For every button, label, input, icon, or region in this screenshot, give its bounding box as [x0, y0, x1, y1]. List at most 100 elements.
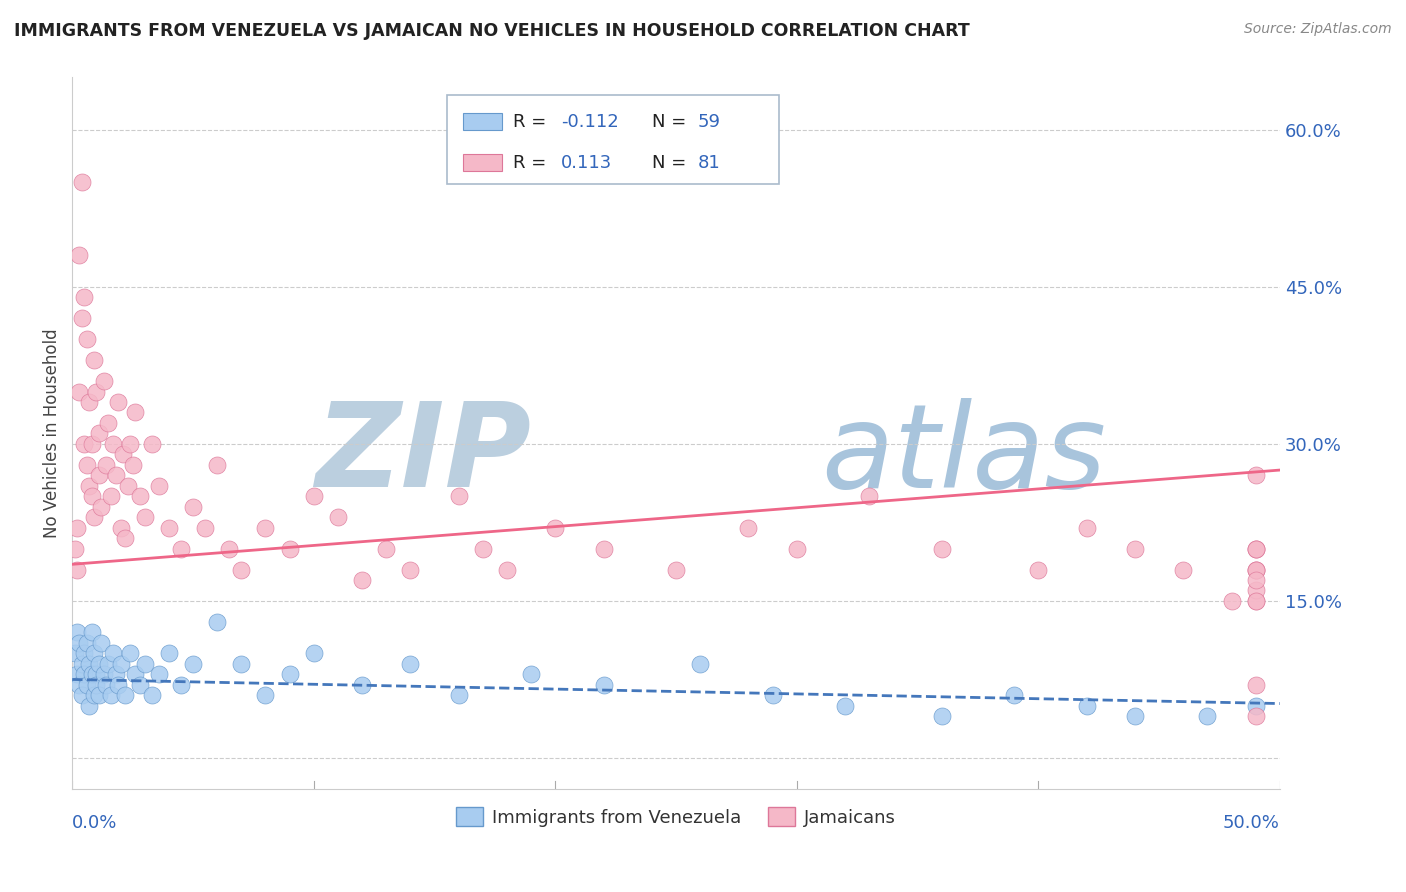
Point [1173, 562, 1195, 576]
Point [103, 437, 125, 451]
Text: Source: ZipAtlas.com: Source: ZipAtlas.com [1244, 22, 1392, 37]
Point [375, 541, 398, 556]
Point [66, 667, 89, 681]
FancyBboxPatch shape [464, 113, 502, 130]
Point [66, 521, 89, 535]
Point [1244, 541, 1267, 556]
Point [80, 625, 103, 640]
Text: N =: N = [652, 153, 692, 171]
Point [278, 541, 301, 556]
Point [90, 500, 112, 514]
Point [1244, 709, 1267, 723]
Text: 50.0%: 50.0% [1223, 814, 1279, 832]
Point [93, 667, 115, 681]
Point [77, 479, 100, 493]
Point [77, 657, 100, 671]
Point [73, 437, 96, 451]
FancyBboxPatch shape [464, 154, 502, 171]
Point [80, 437, 103, 451]
Point [254, 688, 277, 702]
Text: 0.113: 0.113 [561, 153, 613, 171]
Point [69, 384, 91, 399]
Text: -0.112: -0.112 [561, 112, 619, 131]
Point [117, 479, 139, 493]
Point [76, 636, 98, 650]
Point [94, 678, 117, 692]
Point [124, 405, 146, 419]
Point [69, 636, 91, 650]
Point [114, 531, 136, 545]
Point [110, 521, 132, 535]
Text: IMMIGRANTS FROM VENEZUELA VS JAMAICAN NO VEHICLES IN HOUSEHOLD CORRELATION CHART: IMMIGRANTS FROM VENEZUELA VS JAMAICAN NO… [14, 22, 970, 40]
Point [103, 646, 125, 660]
Point [76, 458, 98, 472]
Point [77, 698, 100, 713]
Point [592, 541, 614, 556]
Point [447, 489, 470, 503]
Point [278, 667, 301, 681]
Point [689, 657, 711, 671]
Point [786, 541, 808, 556]
Point [1123, 541, 1146, 556]
Point [931, 709, 953, 723]
Point [104, 667, 127, 681]
Point [128, 678, 150, 692]
Point [302, 489, 325, 503]
Point [1076, 698, 1098, 713]
Point [77, 395, 100, 409]
Point [326, 510, 349, 524]
Legend: Immigrants from Venezuela, Jamaicans: Immigrants from Venezuela, Jamaicans [449, 800, 904, 834]
Point [1244, 573, 1267, 587]
Point [1197, 709, 1219, 723]
Point [107, 395, 129, 409]
Point [73, 667, 96, 681]
Point [352, 678, 374, 692]
Point [1244, 468, 1267, 483]
Point [665, 562, 688, 576]
Point [181, 500, 204, 514]
Point [157, 646, 180, 660]
Point [70, 688, 93, 702]
Point [121, 458, 143, 472]
Point [63, 646, 86, 660]
Point [70, 311, 93, 326]
Point [170, 541, 193, 556]
Point [110, 657, 132, 671]
Y-axis label: No Vehicles in Household: No Vehicles in Household [44, 328, 60, 538]
Point [447, 688, 470, 702]
Point [86, 678, 108, 692]
Point [520, 667, 543, 681]
Point [302, 646, 325, 660]
Point [76, 332, 98, 346]
Point [1026, 562, 1049, 576]
Point [66, 562, 89, 576]
Text: R =: R = [513, 153, 558, 171]
Point [86, 667, 108, 681]
Point [170, 678, 193, 692]
Point [592, 678, 614, 692]
Point [181, 657, 204, 671]
Point [120, 646, 142, 660]
Point [1244, 541, 1267, 556]
Point [194, 521, 217, 535]
Point [254, 521, 277, 535]
Point [1244, 541, 1267, 556]
Point [63, 541, 86, 556]
Point [157, 521, 180, 535]
Point [1123, 709, 1146, 723]
Point [205, 458, 228, 472]
Text: 59: 59 [697, 112, 721, 131]
Point [70, 175, 93, 189]
Point [87, 426, 110, 441]
Point [124, 667, 146, 681]
Point [737, 521, 759, 535]
Point [104, 468, 127, 483]
Point [86, 384, 108, 399]
Point [399, 562, 422, 576]
Point [1244, 562, 1267, 576]
Text: 0.0%: 0.0% [72, 814, 118, 832]
Point [73, 646, 96, 660]
Point [834, 698, 856, 713]
Point [471, 541, 494, 556]
Point [231, 657, 253, 671]
